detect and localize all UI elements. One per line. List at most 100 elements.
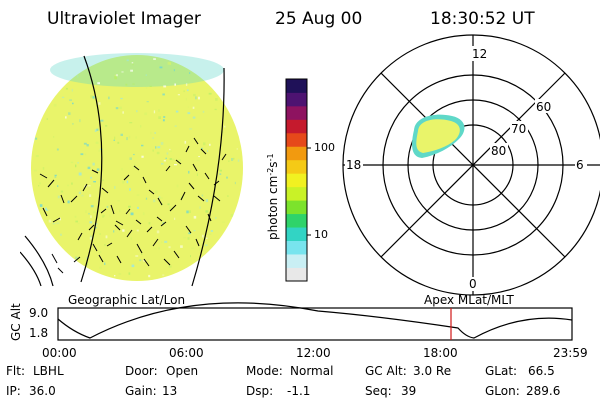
uv-speckle [129, 122, 133, 124]
uv-speckle [39, 204, 43, 207]
uv-speckle [208, 233, 212, 235]
uv-speckle [96, 168, 100, 171]
uv-speckle [35, 155, 39, 158]
uv-speckle [74, 215, 77, 218]
coastline-segment [92, 243, 98, 252]
uv-speckle [118, 273, 122, 275]
uv-speckle [226, 176, 228, 179]
colorbar-segment [286, 105, 307, 120]
uv-speckle [188, 170, 190, 174]
uv-speckle [132, 165, 135, 169]
uv-speckle [94, 227, 97, 229]
uv-speckle [214, 108, 217, 111]
geographic-grid-curve-1 [24, 235, 54, 287]
uv-speckle [109, 214, 111, 218]
coastline-segment [123, 174, 130, 181]
uv-speckle [203, 142, 206, 146]
uv-speckle [156, 151, 160, 155]
uv-speckle [210, 230, 213, 232]
uv-speckle [120, 97, 123, 100]
uv-speckle [131, 62, 134, 64]
uv-speckle [122, 180, 125, 184]
uv-speckle [78, 191, 81, 195]
uv-speckle [199, 248, 201, 251]
coastline-segment [125, 208, 131, 215]
mlt-label-0-bg [468, 277, 478, 291]
coastline-segment [135, 219, 142, 225]
colorbar-segment [286, 200, 307, 215]
colorbar-segment [286, 240, 307, 255]
uv-speckle [99, 148, 103, 150]
footer-metadata: Flt: LBHL Door: Open Mode: Normal GC Alt… [6, 364, 560, 398]
uv-speckle [188, 210, 191, 213]
uv-speckle [148, 274, 151, 278]
uv-speckle-layer [34, 58, 240, 278]
colorbar-label-100: 100 [314, 141, 335, 154]
coastline-segment [60, 194, 65, 204]
uv-speckle [198, 156, 200, 158]
uv-speckle [153, 247, 157, 250]
coastline-segment [136, 243, 143, 254]
uv-speckle [81, 194, 84, 197]
footer-gain-label: Gain: [125, 384, 157, 398]
uv-speckle [75, 256, 78, 259]
footer-flt-label: Flt: [6, 364, 25, 378]
uv-speckle [174, 83, 176, 86]
colorbar-segment [286, 132, 307, 147]
uv-speckle [114, 186, 116, 189]
uv-speckle [163, 116, 166, 118]
uv-speckle [72, 123, 74, 125]
uv-speckle [60, 190, 64, 193]
uv-speckle [221, 221, 225, 223]
uv-speckle [158, 196, 161, 199]
uv-speckle [215, 98, 218, 101]
colorbar-frame [285, 78, 308, 282]
uv-speckle [158, 109, 160, 112]
uv-speckle [60, 233, 62, 236]
coastline-segment [77, 232, 83, 241]
colorbar-segment [286, 146, 307, 161]
uv-speckle [130, 237, 133, 240]
uv-speckle [115, 74, 118, 77]
coastline-segment [42, 207, 48, 217]
uv-speckle [153, 199, 156, 203]
uv-speckle [122, 229, 125, 232]
uv-speckle [166, 152, 169, 155]
uv-speckle [34, 169, 37, 172]
uv-speckle [57, 195, 60, 199]
coastline-segment [110, 204, 115, 215]
uv-speckle [56, 222, 60, 224]
mlt-label-12: 12 [472, 47, 487, 61]
coastline-segment [70, 195, 78, 203]
uv-speckle [65, 116, 67, 119]
footer-door-label: Door: [125, 364, 158, 378]
uv-speckle [117, 141, 120, 144]
uv-speckle [186, 210, 189, 214]
uv-speckle [176, 184, 179, 188]
altitude-timeline: GC Alt 9.0 1.8 00:00 06:00 12:00 18:00 2… [9, 302, 588, 360]
uv-speckle [202, 234, 204, 238]
uv-speckle [167, 203, 170, 206]
uv-speckle [125, 83, 128, 86]
coastline-segment [51, 253, 58, 264]
mlt-label-6-bg [575, 157, 587, 172]
uv-speckle [120, 133, 123, 136]
uv-speckle [152, 137, 154, 139]
uv-speckle [162, 222, 164, 224]
uv-speckle [131, 264, 135, 268]
footer-gc-alt-value: 3.0 Re [413, 364, 451, 378]
coastline-segment [39, 173, 48, 179]
uv-speckle [173, 69, 175, 72]
uv-speckle [199, 206, 201, 209]
uv-speckle [115, 107, 119, 110]
colorbar-segment [286, 92, 307, 107]
uv-speckle [195, 96, 197, 100]
uv-speckle [61, 96, 65, 99]
uv-speckle [230, 214, 234, 217]
uv-speckle [143, 259, 146, 262]
coastline-segment [116, 255, 122, 264]
uv-speckle [168, 246, 171, 249]
longitude-curve-left [80, 55, 103, 283]
uv-speckle [141, 253, 143, 255]
uv-speckle [117, 200, 120, 202]
